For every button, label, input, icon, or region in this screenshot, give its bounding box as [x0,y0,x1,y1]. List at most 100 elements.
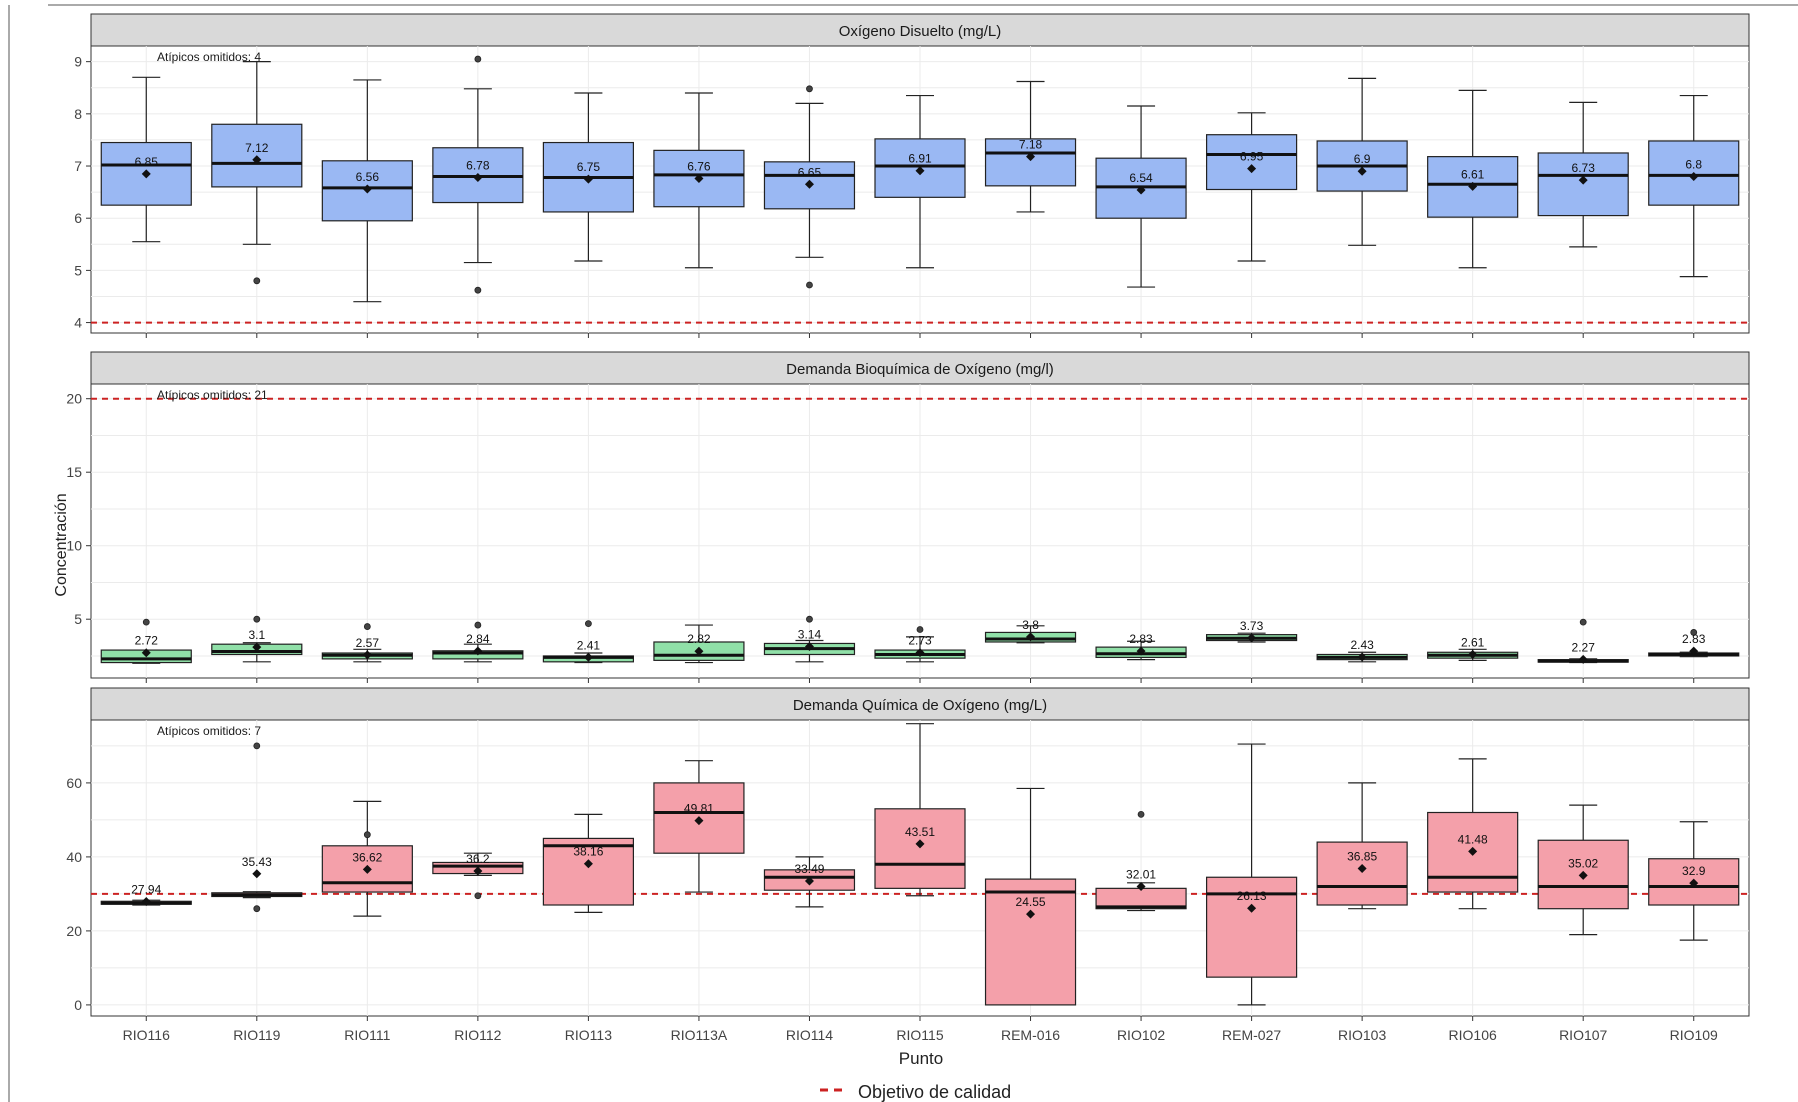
mean-marker [1247,903,1257,913]
box-REM-027: 26.13 [1205,743,1298,1006]
mean-label: 3.14 [798,628,822,642]
box-REM-016: 24.55 [984,787,1077,1006]
mean-marker [1689,171,1699,181]
box-RIO109: 2.83 [1648,629,1740,658]
mean-marker [1026,152,1036,162]
box-RIO113: 38.16 [542,813,635,914]
iqr-box [874,808,966,889]
mean-marker [141,648,151,658]
panel-3: Demanda Química de Oxígeno (mg/L) 0 20 40 60… [66,687,1750,1043]
y-tick-label: 4 [74,315,82,331]
y-tick-label: 9 [74,54,82,70]
panel-1: Oxígeno Disuelto (mg/L) 4 5 6 7 8 9 Atípicos om… [74,13,1750,338]
mean-label: 6.91 [908,152,932,166]
y-tick-label: 40 [66,849,82,865]
mean-marker [252,155,262,165]
y-tick-label: 8 [74,106,82,122]
mean-label: 38.16 [573,845,603,859]
box-RIO115: 2.73 [874,626,966,663]
mean-marker [694,646,704,656]
mean-label: 3.1 [248,628,265,642]
outlier-point [1690,629,1698,636]
x-tick-label: RIO113 [565,1027,612,1043]
mean-label: 2.57 [356,636,380,650]
mean-label: 6.8 [1685,157,1702,171]
mean-marker [1578,654,1588,664]
outlier-point [1137,810,1145,818]
iqr-box [1316,841,1408,906]
mean-label: 6.85 [135,155,159,169]
outlier-point [585,620,592,628]
mean-marker [915,648,925,658]
outliers-omitted-note: Atípicos omitidos: 21 [157,388,268,402]
outlier-point [253,905,261,913]
box-RIO109: 6.8 [1648,94,1740,278]
mean-label: 2.83 [1129,632,1153,646]
mean-marker [1136,881,1146,891]
mean-marker [1136,646,1146,656]
box-RIO116: 2.72 [100,618,192,664]
iqr-box [984,878,1077,1006]
mean-label: 6.65 [798,165,822,179]
mean-label: 27.94 [131,883,161,897]
box-REM-016: 7.18 [984,80,1077,213]
outlier-point [142,618,150,626]
mean-label: 35.02 [1568,856,1598,870]
box-RIO119: 3.1 [211,615,303,663]
mean-label: 2.84 [466,632,490,646]
x-tick-label: RIO116 [123,1027,170,1043]
mean-marker [1357,166,1367,176]
x-tick-label: RIO112 [454,1027,501,1043]
iqr-box [542,837,635,906]
box-RIO116: 6.85 [100,76,192,243]
mean-label: 6.78 [466,158,490,172]
y-tick-label: 15 [66,464,82,480]
mean-marker [1578,870,1588,880]
mean-label: 26.13 [1237,889,1267,903]
mean-marker [1247,164,1257,174]
mean-label: 32.9 [1682,864,1706,878]
mean-label: 6.9 [1354,152,1371,166]
mean-label: 6.73 [1572,161,1596,175]
mean-label: 2.72 [135,634,159,648]
panel-strip [90,13,1750,47]
mean-marker [141,169,151,179]
box-RIO114: 6.65 [763,85,856,289]
mean-marker [252,869,262,879]
mean-label: 2.27 [1572,640,1596,654]
mean-label: 2.61 [1461,635,1485,649]
legend-label: Objetivo de calidad [858,1082,1011,1102]
box-RIO103: 36.85 [1316,782,1408,910]
box-RIO115: 43.51 [874,723,966,897]
box-REM-027: 6.95 [1205,112,1298,262]
mean-marker [1357,652,1367,662]
mean-label: 6.76 [687,160,711,174]
box-RIO111: 36.62 [321,800,413,917]
mean-label: 49.81 [684,802,714,816]
box-RIO106: 6.61 [1427,89,1519,269]
box-RIO111: 2.57 [321,623,413,663]
box-RIO103: 6.9 [1316,77,1408,246]
panel-title: Oxígeno Disuelto (mg/L) [839,23,1002,40]
iqr-box [984,138,1077,187]
mean-marker [1689,878,1699,888]
x-tick-label: RIO115 [896,1027,943,1043]
outlier-point [253,277,261,285]
mean-marker [804,876,814,886]
mean-label: 3.8 [1022,618,1039,632]
mean-marker [1357,864,1367,874]
mean-marker [362,650,372,660]
mean-label: 7.18 [1019,138,1043,152]
mean-label: 2.41 [577,638,601,652]
box-RIO106: 2.61 [1427,635,1519,661]
mean-marker [473,866,483,876]
x-tick-label: RIO119 [233,1027,280,1043]
outliers-omitted-note: Atípicos omitidos: 4 [157,50,261,64]
box-RIO107: 2.27 [1537,618,1629,664]
outlier-point [474,55,482,63]
box-RIO113A: 2.82 [653,624,745,664]
mean-label: 6.54 [1129,171,1153,185]
panel-title: Demanda Bioquímica de Oxígeno (mg/l) [786,361,1054,378]
mean-marker [804,642,814,652]
outlier-point [806,615,813,623]
